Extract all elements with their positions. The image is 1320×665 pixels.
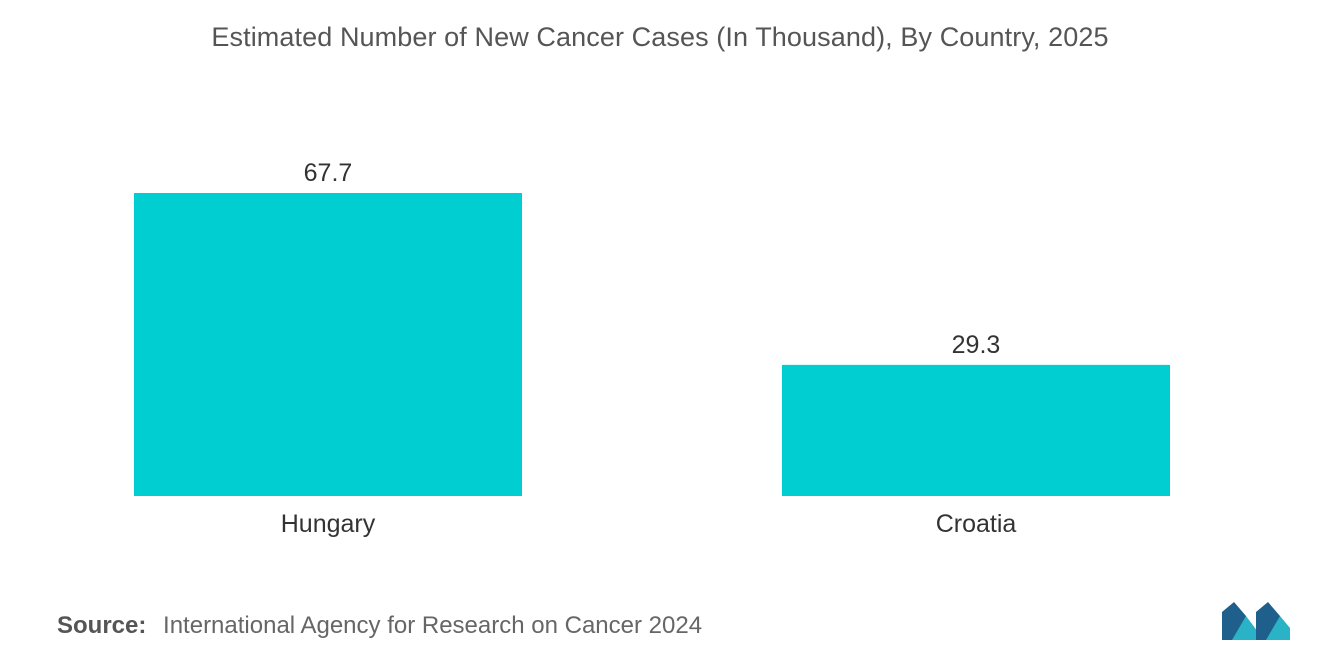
- source-row: Source: International Agency for Researc…: [57, 612, 702, 640]
- chart-title: Estimated Number of New Cancer Cases (In…: [211, 22, 1109, 52]
- bar-croatia: [782, 364, 1170, 496]
- bar-hungary: [134, 193, 522, 496]
- value-label-croatia: 29.3: [952, 331, 1001, 359]
- value-label-hungary: 67.7: [304, 159, 353, 187]
- mordor-logo-icon: [1222, 602, 1290, 640]
- bar-chart: 67.7 Hungary 29.3 Croatia: [134, 159, 1170, 538]
- source-text: International Agency for Research on Can…: [163, 612, 703, 639]
- category-label-hungary: Hungary: [281, 510, 376, 538]
- category-label-croatia: Croatia: [936, 510, 1017, 538]
- source-label: Source:: [57, 612, 147, 639]
